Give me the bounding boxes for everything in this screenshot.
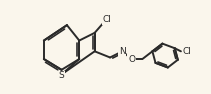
Text: Cl: Cl [183, 47, 191, 56]
Text: S: S [59, 71, 64, 80]
Text: O: O [128, 55, 135, 64]
Text: N: N [119, 47, 126, 56]
Text: Cl: Cl [103, 15, 111, 24]
